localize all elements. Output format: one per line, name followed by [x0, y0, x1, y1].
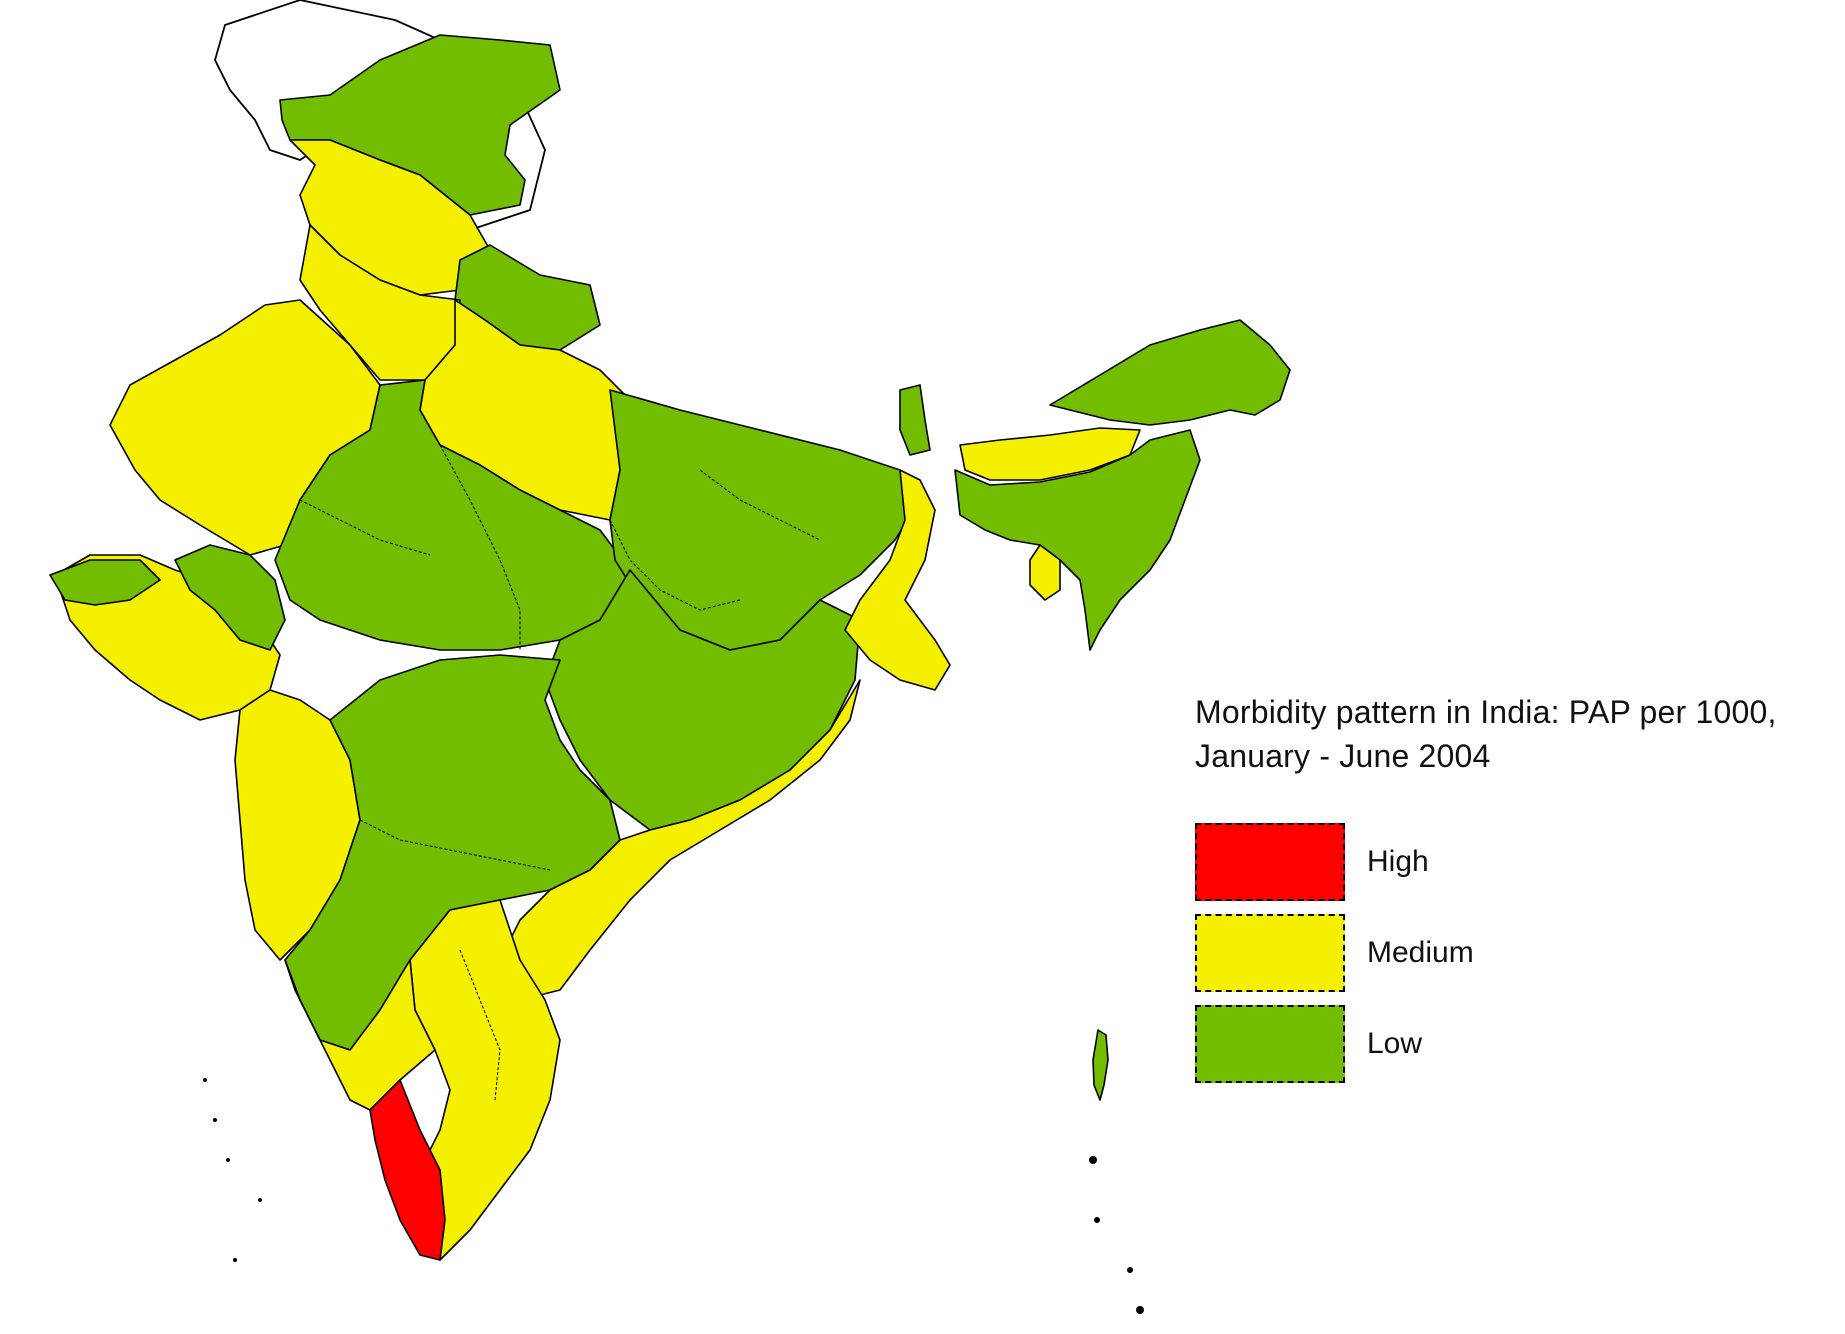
legend-title-line2: January - June 2004	[1195, 738, 1491, 774]
island-dot-1	[1089, 1156, 1097, 1164]
lakshadweep-dot-1	[203, 1078, 207, 1082]
island-dot-3	[1127, 1267, 1133, 1273]
legend-items: High Medium Low	[1195, 816, 1835, 1089]
region-kerala	[369, 1079, 446, 1261]
lakshadweep-dot-3	[226, 1158, 230, 1162]
region-gujarat-east	[174, 544, 286, 651]
legend-label-high: High	[1367, 844, 1429, 878]
internal-border-6	[699, 469, 821, 541]
internal-border-1	[439, 444, 521, 650]
region-arunachal	[1049, 319, 1291, 426]
island-dot-2	[1094, 1217, 1100, 1223]
legend-swatch-medium	[1195, 913, 1345, 992]
legend-item-low: Low	[1195, 998, 1835, 1089]
region-himachal-punjab	[289, 139, 491, 296]
lakshadweep-dot-2	[213, 1118, 217, 1122]
legend-label-low: Low	[1367, 1026, 1423, 1060]
region-northeast-low	[954, 429, 1201, 651]
legend-item-medium: Medium	[1195, 907, 1835, 998]
region-sikkim	[899, 384, 931, 456]
internal-border-4	[359, 819, 551, 871]
region-tripura	[1029, 544, 1061, 601]
legend-item-high: High	[1195, 816, 1835, 907]
legend-swatch-high	[1195, 822, 1345, 901]
region-gujarat-kutch	[49, 559, 161, 606]
internal-border-2	[609, 519, 741, 611]
lakshadweep-dot-4	[258, 1198, 262, 1202]
map-legend: Morbidity pattern in India: PAP per 1000…	[1195, 690, 1835, 1089]
internal-border-3	[299, 499, 431, 556]
legend-label-medium: Medium	[1367, 935, 1474, 969]
island-dot-4	[1136, 1306, 1144, 1314]
legend-title-line1: Morbidity pattern in India: PAP per 1000…	[1195, 694, 1777, 730]
region-karnataka-coast	[284, 959, 436, 1111]
lakshadweep-dot-5	[233, 1258, 237, 1262]
internal-border-5	[459, 949, 501, 1101]
region-west-bengal	[844, 469, 951, 691]
legend-swatch-low	[1195, 1004, 1345, 1083]
region-andaman-islands	[1092, 1029, 1109, 1101]
